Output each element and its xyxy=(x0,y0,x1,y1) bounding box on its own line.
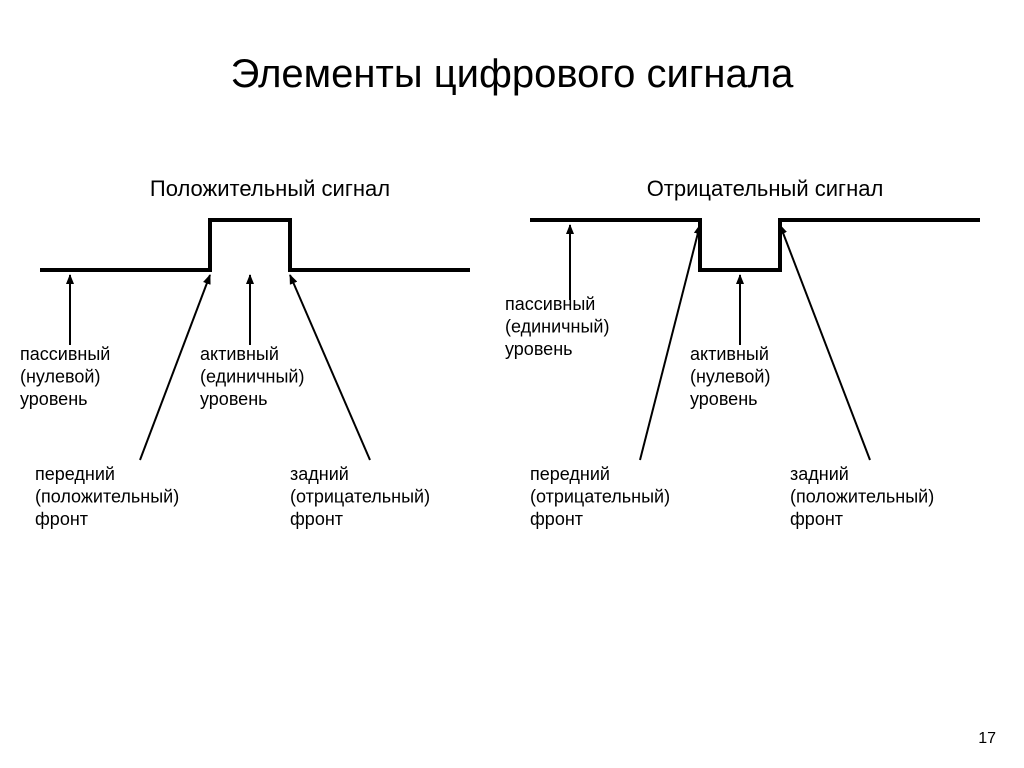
negative-waveform xyxy=(530,220,980,270)
negative-label-passive: пассивный(единичный)уровень xyxy=(505,294,609,359)
negative-arrow-2 xyxy=(640,225,700,460)
positive-label-active: активный(единичный)уровень xyxy=(200,344,304,409)
negative-arrow-3 xyxy=(780,225,870,460)
positive-waveform xyxy=(40,220,470,270)
positive-label-back: задний(отрицательный)фронт xyxy=(290,464,430,529)
page-number: 17 xyxy=(978,730,996,748)
negative-label-active: активный(нулевой)уровень xyxy=(690,344,770,409)
signal-diagram: пассивный(нулевой)уровень активный(единич… xyxy=(0,0,1024,768)
slide-container: Элементы цифрового сигнала Положительный… xyxy=(0,0,1024,768)
positive-label-front: передний(положительный)фронт xyxy=(35,464,179,529)
positive-label-passive: пассивный(нулевой)уровень xyxy=(20,344,110,409)
negative-label-back: задний(положительный)фронт xyxy=(790,464,934,529)
negative-label-front: передний(отрицательный)фронт xyxy=(530,464,670,529)
